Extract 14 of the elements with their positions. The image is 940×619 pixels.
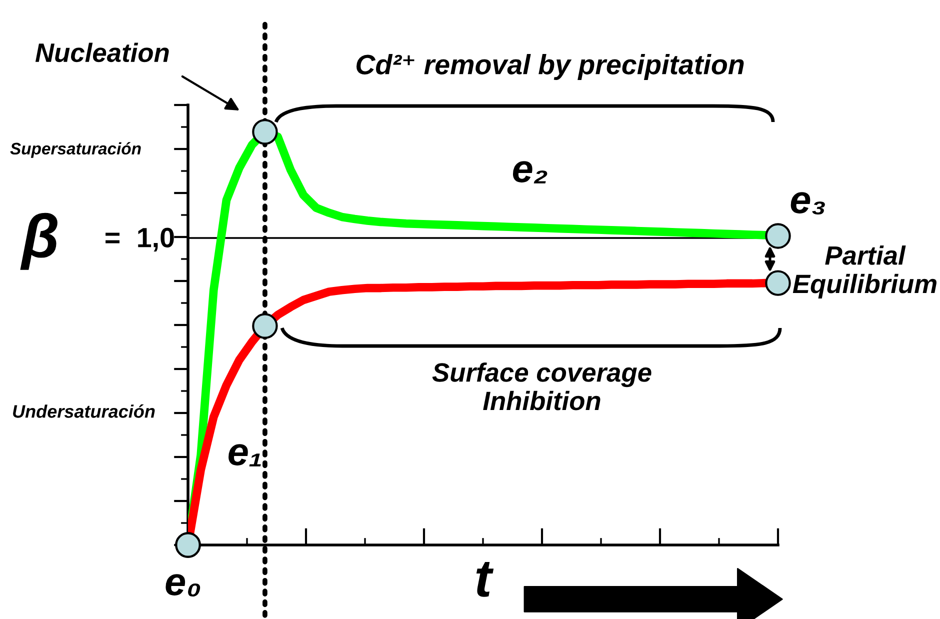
text: e₃ bbox=[790, 192, 825, 215]
annotation: e₂ bbox=[512, 161, 548, 184]
text: = bbox=[106, 232, 120, 244]
text: Nucleation bbox=[35, 42, 169, 62]
y-axis-title: β bbox=[20, 212, 58, 270]
annotation: Surface coverage Inhibition bbox=[432, 362, 652, 410]
text: e₀ bbox=[166, 574, 200, 597]
text: Supersaturación bbox=[10, 142, 141, 158]
annotation: e₁ bbox=[228, 444, 261, 466]
text: Undersaturación bbox=[13, 404, 155, 418]
x-axis-title: t bbox=[476, 562, 494, 597]
text: 1,0 bbox=[138, 228, 174, 252]
text: Partial Equilibrium bbox=[792, 245, 936, 299]
text: Cd²⁺ removal by precipitation bbox=[356, 54, 744, 80]
